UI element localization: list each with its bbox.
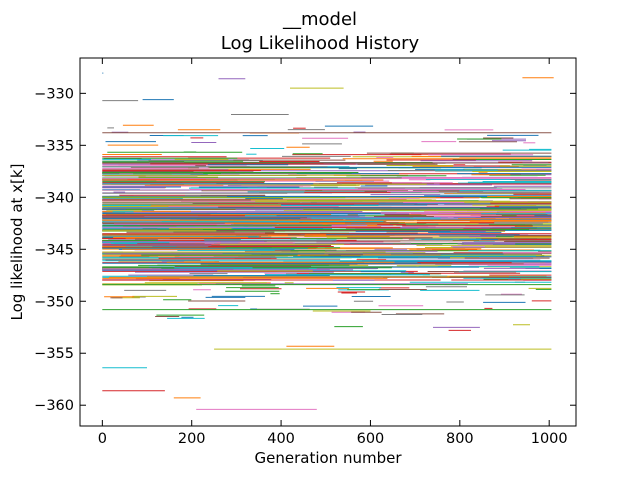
chart-title: Log Likelihood History xyxy=(221,33,420,54)
x-tick-label: 400 xyxy=(267,431,295,447)
x-tick-label: 1000 xyxy=(531,431,568,447)
x-tick-label: 800 xyxy=(446,431,474,447)
chart-title-model: __model xyxy=(282,9,357,30)
x-tick-label: 200 xyxy=(178,431,206,447)
plot-area xyxy=(102,72,554,410)
y-axis-label: Log likelihood at x[k] xyxy=(8,164,26,321)
x-tick-label: 0 xyxy=(98,431,107,447)
plot-frame xyxy=(79,57,577,427)
y-tick-label: −345 xyxy=(34,242,74,258)
x-axis-ticks: 0 200 400 600 800 1000 xyxy=(98,58,568,447)
y-tick-label: −340 xyxy=(34,190,74,206)
y-tick-label: −350 xyxy=(34,294,74,310)
x-axis-label: Generation number xyxy=(255,449,403,467)
y-tick-label: −335 xyxy=(34,138,74,154)
y-tick-label: −360 xyxy=(34,398,74,414)
y-axis-ticks: −330 −335 −340 −345 −350 −355 −360 xyxy=(34,86,576,414)
chain-point xyxy=(102,72,104,74)
y-tick-label: −355 xyxy=(34,346,74,362)
x-tick-label: 600 xyxy=(357,431,385,447)
y-tick-label: −330 xyxy=(34,86,74,102)
